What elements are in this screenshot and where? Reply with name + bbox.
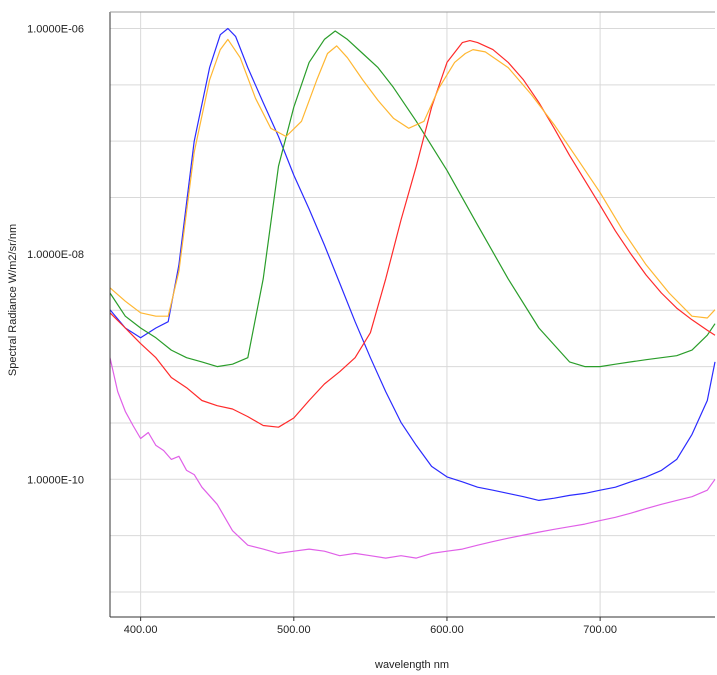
x-tick-labels: 400.00 500.00 600.00 700.00 xyxy=(124,624,617,636)
x-tick-label: 600.00 xyxy=(430,624,464,636)
y-axis-title: Spectral Radiance W/m2/sr/nm xyxy=(7,224,19,376)
plot-area xyxy=(110,12,715,617)
axes xyxy=(109,11,715,621)
y-tick-labels: 1.0000E-06 1.0000E-08 1.0000E-10 xyxy=(27,23,84,486)
x-axis-title: wavelength nm xyxy=(374,659,449,671)
grid xyxy=(110,12,715,617)
series-line-3 xyxy=(109,39,716,428)
series-line-4 xyxy=(109,38,716,319)
y-tick-label: 1.0000E-08 xyxy=(27,249,84,261)
y-tick-label: 1.0000E-06 xyxy=(27,23,84,35)
x-tick-label: 500.00 xyxy=(277,624,311,636)
series-line-1 xyxy=(109,27,716,501)
series-lines xyxy=(109,27,716,559)
x-tick-label: 400.00 xyxy=(124,624,158,636)
x-tick-label: 700.00 xyxy=(583,624,617,636)
series-line-2 xyxy=(109,30,716,368)
series-line-5 xyxy=(109,357,716,559)
y-tick-label: 1.0000E-10 xyxy=(27,474,84,486)
